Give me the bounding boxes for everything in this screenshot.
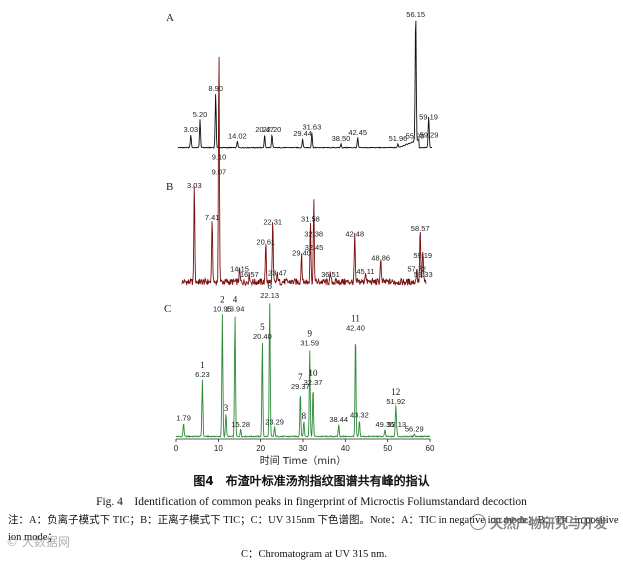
peak-label: 6.23 [195,370,210,379]
peak-label: 49.35 [376,420,395,429]
peak-label: 42.40 [346,324,365,333]
peak-label: 20.40 [253,332,272,341]
peak-label: 31.59 [300,339,319,348]
peak-label: 15.28 [231,420,250,429]
peak-label: 38.44 [329,415,348,424]
peak-label: 58.57 [411,224,430,233]
peak-label: 52.13 [387,420,406,429]
peak-number: 11 [351,314,360,324]
peak-number: 2 [220,295,225,305]
peak-label: 20.61 [256,238,275,247]
peak-label: 3.03 [184,125,199,134]
peak-label: 48.86 [371,254,390,263]
x-tick-label: 30 [299,444,308,453]
peak-label: 14.15 [230,265,249,274]
peak-label: 42.45 [348,128,367,137]
x-tick-label: 20 [256,444,265,453]
peak-label: 38.50 [332,134,351,143]
peak-label: 29.44 [293,129,312,138]
peak-label: 36.51 [321,270,340,279]
peak-label: 22.20 [263,125,282,134]
peak-label: 16.57 [240,270,259,279]
peak-label: 22.13 [260,291,279,300]
x-tick-label: 40 [341,444,350,453]
figure-note-line2: C：Chromatogram at UV 315 nm. [241,549,387,560]
peak-number: 3 [224,403,229,413]
peak-label: 9.10 [212,152,227,161]
peak-number: 6 [267,281,272,291]
peak-label: 45.11 [356,267,374,276]
peak-label: 51.92 [386,397,405,406]
peak-label: 42.48 [345,229,364,238]
peak-number: 4 [233,295,238,305]
watermark-right-text: 天然产物研究与开发 [490,517,608,532]
peak-label: 29.40 [292,248,311,257]
peak-label: 59.33 [414,270,433,279]
peak-label: 5.20 [193,110,208,119]
peak-label: 22.31 [263,217,282,226]
peak-label: 32.37 [304,378,323,387]
x-tick-label: 60 [426,444,435,453]
figure-note-line1: 注：A：负离子模式下 TIC；B：正离子模式下 TIC；C：UV 315nm 下… [8,515,619,543]
peak-label: 57.72 [407,265,426,274]
peak-label: 3.03 [187,181,202,190]
peak-number: 8 [302,411,307,421]
peak-label: 32.38 [304,229,323,238]
wechat-icon [470,514,486,530]
watermark-left: © 大数据网 [6,535,70,549]
peak-label: 7.41 [205,213,220,222]
peak-label: 8.90 [208,84,223,93]
peak-label: 59.19 [413,251,432,260]
peak-number: 1 [200,360,205,370]
peak-label: 13.94 [226,305,245,314]
panel-label: C [164,303,171,315]
peak-label: 43.32 [350,411,369,420]
peak-label: 1.79 [176,413,191,422]
peak-label: 56.15 [406,10,425,19]
peak-label: 9.07 [212,167,227,176]
watermark-right: 天然产物研究与开发 [470,513,607,532]
panel-label: A [166,12,174,24]
peak-label: 32.45 [305,243,324,252]
peak-label: 51.96 [389,134,408,143]
peak-label: 56.29 [405,424,424,433]
chromatogram-panel-c: C1.796.23110.952313.94415.2820.40522.136… [164,281,435,467]
peak-label: 23.47 [268,269,287,278]
peak-number: 7 [298,372,303,382]
x-tick-label: 0 [174,444,179,453]
peak-label: 29.37 [291,382,310,391]
chromatogram-trace [177,20,433,149]
peak-number: 12 [391,387,400,397]
panel-label: B [166,181,173,193]
peak-label: 59.29 [420,130,439,139]
peak-label: 20.47 [255,125,274,134]
x-axis-title: 时间 Time（min） [260,454,347,467]
peak-label: 23.29 [265,417,284,426]
figure-caption-cn: 图4 布渣叶标准汤剂指纹图谱共有峰的指认 [193,474,430,488]
peak-label: 14.02 [228,132,247,141]
x-tick-label: 10 [214,444,223,453]
peak-label: 10.95 [213,305,232,314]
peak-label: 31.58 [301,215,320,224]
peak-number: 9 [307,329,312,339]
peak-label: 31.63 [303,123,322,132]
peak-label: 59.19 [419,112,438,121]
x-tick-label: 50 [383,444,392,453]
chromatogram-trace [175,303,431,439]
figure-caption-en: Fig. 4 Identification of common peaks in… [96,496,527,508]
chromatogram-trace [181,56,427,287]
peak-label: 55.98 [406,132,425,141]
peak-number: 5 [260,322,265,332]
peak-number: 10 [309,368,319,378]
